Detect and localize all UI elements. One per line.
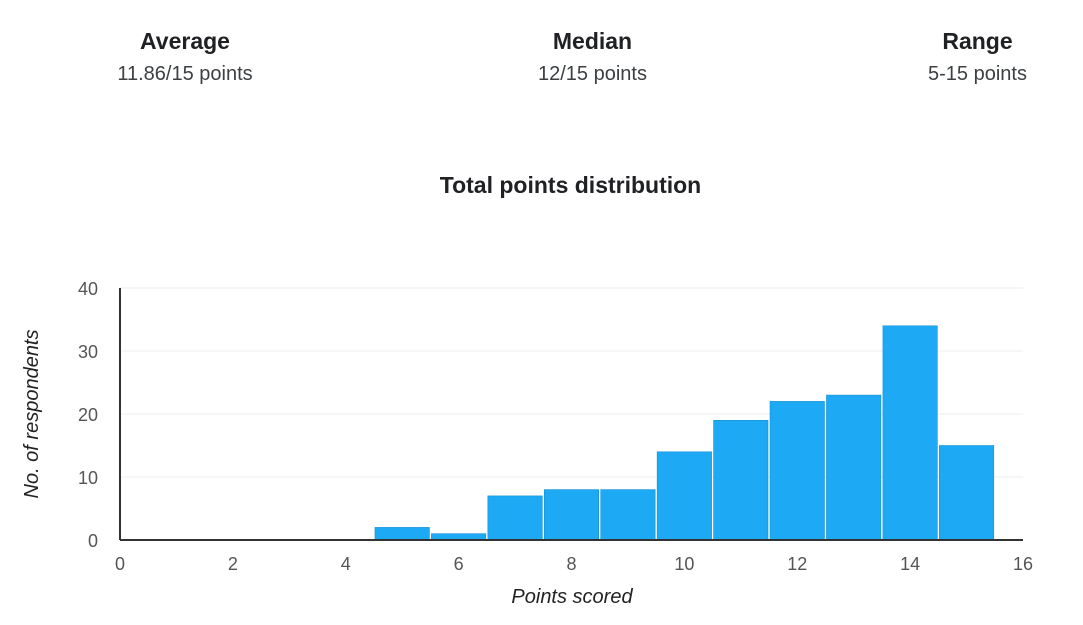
median-label: Median	[552, 28, 633, 54]
stat-range: Range 5-15 points	[895, 26, 1060, 88]
y-tick-label: 0	[88, 531, 98, 551]
stat-median: Median 12/15 points	[500, 26, 685, 88]
y-tick-label: 30	[78, 342, 98, 362]
axes	[119, 288, 1023, 541]
x-tick-label: 6	[454, 554, 464, 574]
y-tick-label: 20	[78, 405, 98, 425]
bar-11	[713, 420, 769, 541]
y-tick-label: 40	[78, 279, 98, 299]
x-tick-label: 4	[341, 554, 351, 574]
x-tick-label: 12	[787, 554, 807, 574]
range-label: Range	[942, 28, 1013, 54]
x-tick-label: 14	[900, 554, 920, 574]
bar-14	[882, 325, 938, 541]
x-tick-label: 16	[1013, 554, 1033, 574]
x-axis-title: Points scored	[511, 586, 633, 608]
x-tick-label: 0	[115, 554, 125, 574]
bar-13	[826, 394, 882, 541]
bar-5	[374, 527, 430, 541]
range-value: 5-15 points	[928, 63, 1027, 85]
bar-8	[543, 489, 600, 541]
bar-10	[656, 451, 712, 541]
stat-average: Average 11.86/15 points	[95, 26, 275, 88]
x-tick-label: 8	[566, 554, 576, 574]
bar-15	[939, 445, 995, 541]
bar-7	[487, 495, 543, 541]
median-value: 12/15 points	[538, 63, 647, 85]
bar-9	[600, 489, 656, 541]
histogram-chart: 0 10 20 30 40 0 2 4 6 8 10 12 14 16 Points scored No.…	[21, 279, 1033, 608]
average-value: 11.86/15 points	[117, 63, 253, 85]
x-tick-label: 2	[228, 554, 238, 574]
tick-labels: 0 10 20 30 40 0 2 4 6 8 10 12 14 16	[78, 279, 1033, 574]
y-tick-label: 10	[78, 468, 98, 488]
bar-12	[769, 401, 825, 541]
x-tick-label: 10	[674, 554, 694, 574]
chart-title: Total points distribution	[439, 172, 702, 198]
y-axis-title: No. of respondents	[21, 330, 43, 499]
bars	[374, 325, 995, 541]
average-label: Average	[140, 28, 230, 54]
